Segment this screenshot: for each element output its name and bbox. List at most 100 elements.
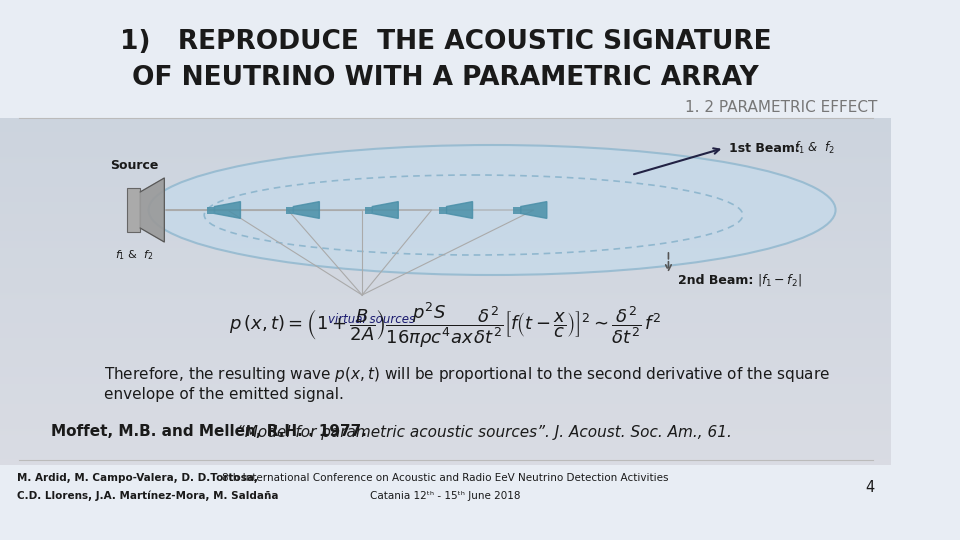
- Bar: [0, 244, 891, 245]
- Bar: [0, 332, 891, 333]
- Bar: [0, 221, 891, 222]
- Bar: [0, 145, 891, 146]
- Bar: [0, 408, 891, 409]
- Bar: [0, 357, 891, 358]
- Bar: [0, 401, 891, 402]
- Bar: [0, 429, 891, 430]
- Bar: [0, 427, 891, 428]
- Bar: [0, 447, 891, 448]
- Bar: [0, 406, 891, 407]
- Bar: [0, 342, 891, 343]
- Bar: [0, 365, 891, 366]
- Bar: [0, 454, 891, 455]
- Bar: [0, 374, 891, 375]
- Bar: [0, 431, 891, 432]
- Bar: [0, 452, 891, 453]
- Bar: [0, 412, 891, 413]
- Bar: [0, 174, 891, 175]
- Bar: [0, 241, 891, 242]
- Bar: [0, 306, 891, 307]
- Bar: [0, 164, 891, 165]
- Bar: [0, 207, 891, 208]
- Bar: [0, 152, 891, 153]
- Bar: [0, 355, 891, 356]
- Bar: [0, 328, 891, 329]
- Bar: [0, 153, 891, 154]
- Bar: [0, 303, 891, 304]
- Bar: [0, 119, 891, 120]
- Bar: [0, 263, 891, 264]
- Text: Source: Source: [110, 159, 158, 172]
- Bar: [0, 445, 891, 446]
- Bar: [0, 433, 891, 434]
- Bar: [0, 270, 891, 271]
- Bar: [0, 180, 891, 181]
- Bar: [0, 265, 891, 266]
- Bar: [0, 459, 891, 460]
- Bar: [0, 166, 891, 167]
- Bar: [0, 314, 891, 315]
- Bar: [0, 129, 891, 130]
- Bar: [0, 147, 891, 148]
- Bar: [0, 118, 891, 119]
- Bar: [0, 183, 891, 184]
- Bar: [0, 162, 891, 163]
- Bar: [0, 385, 891, 386]
- Bar: [0, 399, 891, 400]
- Bar: [0, 417, 891, 418]
- Bar: [0, 371, 891, 372]
- Bar: [0, 137, 891, 138]
- Text: 1st Beam:: 1st Beam:: [729, 141, 800, 154]
- Bar: [0, 369, 891, 370]
- Bar: [0, 436, 891, 437]
- Bar: [0, 121, 891, 122]
- Bar: [0, 330, 891, 331]
- Bar: [0, 313, 891, 314]
- Bar: [0, 411, 891, 412]
- Bar: [0, 378, 891, 379]
- Bar: [0, 172, 891, 173]
- Bar: [0, 173, 891, 174]
- Bar: [0, 368, 891, 369]
- Bar: [0, 160, 891, 161]
- Bar: [0, 410, 891, 411]
- Bar: [0, 223, 891, 224]
- Bar: [0, 261, 891, 262]
- Text: $p\,(x,t) = \left(1 + \dfrac{B}{2A}\right)\dfrac{p^2 S}{16\pi\rho c^4 ax}\dfrac{: $p\,(x,t) = \left(1 + \dfrac{B}{2A}\righ…: [229, 300, 661, 350]
- Bar: [0, 256, 891, 257]
- Bar: [0, 364, 891, 365]
- Bar: [0, 393, 891, 394]
- Bar: [0, 464, 891, 465]
- Bar: [0, 279, 891, 280]
- Bar: [0, 405, 891, 406]
- Bar: [0, 329, 891, 330]
- Bar: [0, 253, 891, 254]
- Bar: [0, 267, 891, 268]
- Text: Catania 12ᵗʰ - 15ᵗʰ June 2018: Catania 12ᵗʰ - 15ᵗʰ June 2018: [371, 491, 521, 501]
- Bar: [0, 334, 891, 335]
- Bar: [0, 232, 891, 233]
- Bar: [0, 142, 891, 143]
- Ellipse shape: [149, 145, 835, 275]
- Bar: [0, 251, 891, 252]
- Bar: [0, 307, 891, 308]
- Bar: [0, 323, 891, 324]
- Bar: [0, 432, 891, 433]
- Bar: [0, 126, 891, 127]
- Bar: [0, 200, 891, 201]
- Bar: [0, 168, 891, 169]
- Bar: [0, 331, 891, 332]
- Bar: [0, 356, 891, 357]
- Bar: [0, 398, 891, 399]
- Bar: [0, 192, 891, 193]
- Bar: [0, 444, 891, 445]
- Bar: [0, 146, 891, 147]
- Bar: [0, 186, 891, 187]
- Bar: [0, 189, 891, 190]
- Bar: [0, 418, 891, 419]
- Bar: [0, 380, 891, 381]
- Bar: [0, 349, 891, 350]
- Bar: [0, 346, 891, 347]
- Bar: [0, 143, 891, 144]
- Bar: [0, 185, 891, 186]
